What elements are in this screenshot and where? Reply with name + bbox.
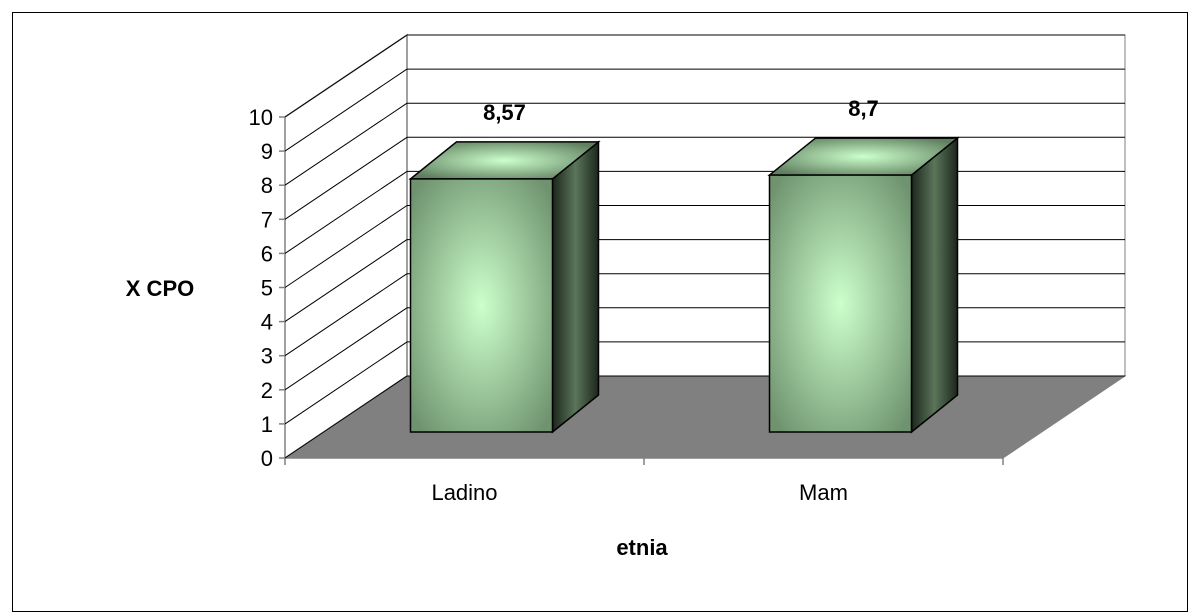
gridline-diagonal: [284, 273, 408, 357]
gridline-diagonal: [284, 34, 408, 118]
x-axis-categories: Ladino Mam: [431, 480, 847, 505]
y-tick-label: 10: [249, 105, 273, 130]
y-tick-label: 1: [261, 412, 273, 437]
y-tick-label: 0: [261, 446, 273, 471]
y-tick-label: 5: [261, 276, 273, 301]
gridline-diagonal: [284, 136, 408, 220]
gridline-diagonal: [284, 102, 408, 186]
x-axis-title: etnia: [616, 535, 668, 560]
data-label: 8,57: [483, 100, 526, 125]
gridline-diagonal: [284, 375, 408, 459]
data-label: 8,7: [848, 96, 879, 121]
y-tick-label: 7: [261, 207, 273, 232]
gridline-diagonal: [284, 170, 408, 254]
y-tick-label: 9: [261, 139, 273, 164]
gridline-diagonal: [284, 307, 408, 391]
gridline-diagonal: [284, 341, 408, 425]
bar-side: [910, 136, 959, 434]
gridline-diagonal: [284, 68, 408, 152]
bar-front: [409, 178, 554, 433]
x-category-label: Ladino: [431, 480, 497, 505]
data-labels: 8,57 8,7: [483, 96, 879, 125]
y-tick-label: 6: [261, 241, 273, 266]
bar: [408, 140, 601, 434]
y-tick-label: 8: [261, 173, 273, 198]
chart-canvas: 0 1 2 3 4 5 6 7 8 9 10 Ladino Mam 8,57 8,7 X CPO etn…: [126, 33, 1127, 560]
gridline-diagonal: [284, 239, 408, 323]
bar-front: [768, 174, 913, 433]
x-category-label: Mam: [799, 480, 848, 505]
bar: [767, 136, 960, 434]
bar-side: [551, 140, 600, 434]
y-axis-title: X CPO: [126, 276, 194, 301]
y-tick-label: 3: [261, 344, 273, 369]
gridline-diagonal: [284, 205, 408, 288]
bar-series: [408, 136, 960, 434]
y-tick-label: 4: [261, 310, 273, 335]
y-tick-label: 2: [261, 378, 273, 403]
y-axis-ticks: 0 1 2 3 4 5 6 7 8 9 10: [249, 105, 273, 471]
